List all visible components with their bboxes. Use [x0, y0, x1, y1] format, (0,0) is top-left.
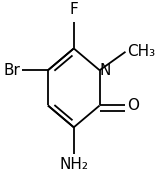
Text: O: O: [127, 98, 139, 113]
Text: N: N: [100, 63, 111, 78]
Text: CH₃: CH₃: [127, 44, 155, 59]
Text: Br: Br: [4, 63, 21, 78]
Text: F: F: [69, 2, 78, 17]
Text: NH₂: NH₂: [59, 158, 88, 172]
